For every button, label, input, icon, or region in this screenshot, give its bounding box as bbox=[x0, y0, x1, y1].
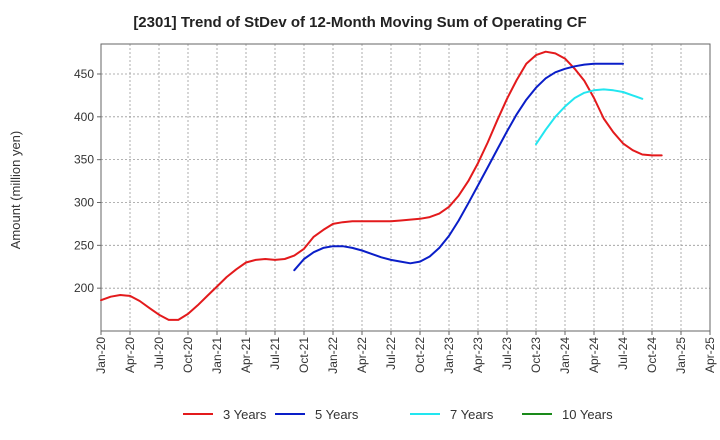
series-line-3-years bbox=[100, 50, 663, 321]
x-tick-label: Jul-20 bbox=[152, 337, 166, 370]
x-tick-label: Apr-24 bbox=[587, 337, 601, 373]
x-tick-label: Apr-23 bbox=[471, 337, 485, 373]
x-tick-label: Jul-24 bbox=[616, 337, 630, 370]
legend-label-5-years: 5 Years bbox=[315, 407, 359, 422]
y-tick-label: 450 bbox=[74, 67, 94, 81]
x-tick-label: Oct-20 bbox=[181, 337, 195, 373]
x-tick-label: Apr-21 bbox=[239, 337, 253, 373]
grid-layer bbox=[100, 44, 711, 331]
x-tick-label: Jul-22 bbox=[384, 337, 398, 370]
series-line-5-years bbox=[293, 62, 624, 272]
legend-label-3-years: 3 Years bbox=[223, 407, 267, 422]
x-tick-label: Jan-22 bbox=[326, 337, 340, 374]
plot-frame bbox=[100, 43, 711, 332]
x-tick-label: Oct-22 bbox=[413, 337, 427, 373]
x-tick-label: Jan-23 bbox=[442, 337, 456, 374]
y-tick-label: 400 bbox=[74, 110, 94, 124]
x-tick-label: Jan-20 bbox=[94, 337, 108, 374]
x-tick-label: Oct-21 bbox=[297, 337, 311, 373]
y-tick-labels: 200 250 300 350 400 450 bbox=[74, 67, 101, 295]
x-tick-label: Apr-20 bbox=[123, 337, 137, 373]
chart-title: [2301] Trend of StDev of 12-Month Moving… bbox=[133, 14, 587, 31]
y-tick-label: 250 bbox=[74, 238, 94, 252]
y-axis-label: Amount (million yen) bbox=[8, 131, 23, 250]
legend: 3 Years 5 Years 7 Years 10 Years bbox=[183, 407, 613, 422]
x-tick-label: Apr-22 bbox=[355, 337, 369, 373]
x-tick-label: Oct-24 bbox=[645, 337, 659, 373]
series-layer bbox=[100, 50, 663, 321]
legend-label-10-years: 10 Years bbox=[562, 407, 613, 422]
x-tick-label: Oct-23 bbox=[529, 337, 543, 373]
y-tick-label: 350 bbox=[74, 153, 94, 167]
x-tick-label: Jan-25 bbox=[674, 337, 688, 374]
x-tick-label: Jan-21 bbox=[210, 337, 224, 374]
x-tick-labels: Jan-20 Apr-20 Jul-20 Oct-20 Jan-21 Apr-21 Jul-… bbox=[94, 331, 717, 374]
x-tick-label: Apr-25 bbox=[703, 337, 717, 373]
x-tick-label: Jul-23 bbox=[500, 337, 514, 370]
series-line-7-years bbox=[535, 88, 644, 146]
legend-label-7-years: 7 Years bbox=[450, 407, 494, 422]
x-tick-label: Jul-21 bbox=[268, 337, 282, 370]
y-tick-label: 300 bbox=[74, 195, 94, 209]
y-tick-label: 200 bbox=[74, 281, 94, 295]
x-tick-label: Jan-24 bbox=[558, 337, 572, 374]
